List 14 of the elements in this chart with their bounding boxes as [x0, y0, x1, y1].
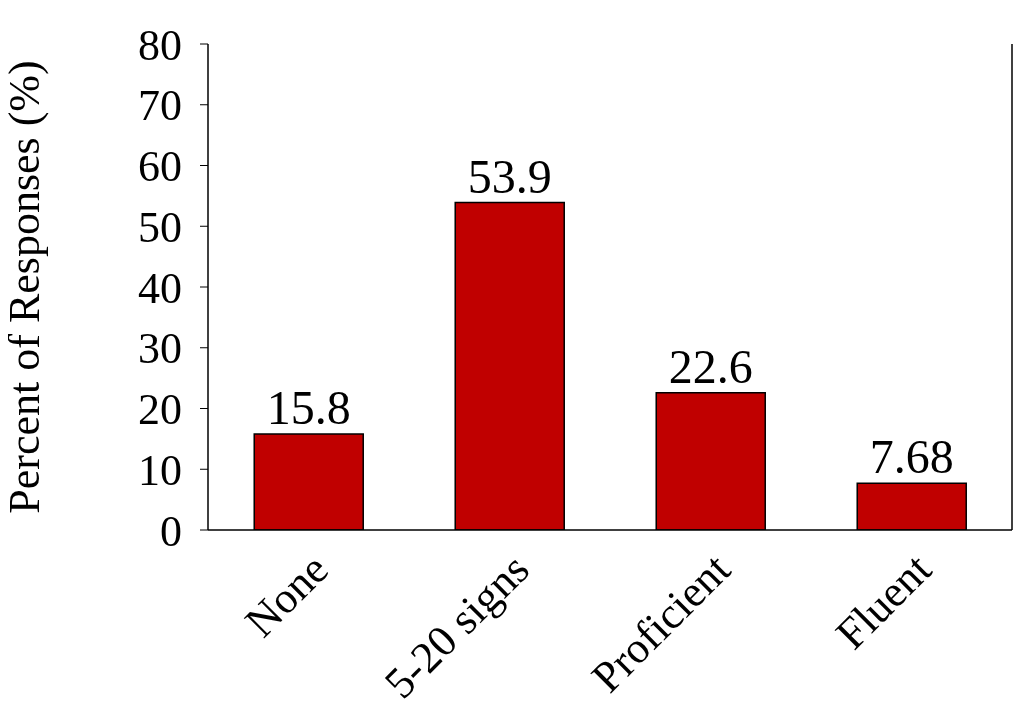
y-tick-label: 60 [138, 142, 182, 192]
y-tick-label: 50 [138, 202, 182, 252]
y-tick-label: 30 [138, 324, 182, 374]
y-tick-label: 20 [138, 385, 182, 435]
y-tick-label: 70 [138, 81, 182, 131]
y-tick-label: 10 [138, 445, 182, 495]
x-tick-label: 5-20 signs [375, 544, 539, 708]
data-label: 22.6 [668, 339, 753, 393]
y-tick-label: 40 [138, 263, 182, 313]
data-label: 53.9 [467, 149, 552, 203]
data-label: 7.68 [869, 430, 954, 484]
y-tick-label: 0 [160, 506, 182, 556]
y-tick-label: 80 [138, 20, 182, 70]
data-label: 15.8 [266, 381, 351, 435]
